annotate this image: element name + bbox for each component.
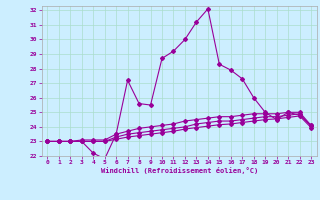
X-axis label: Windchill (Refroidissement éolien,°C): Windchill (Refroidissement éolien,°C) [100, 167, 258, 174]
